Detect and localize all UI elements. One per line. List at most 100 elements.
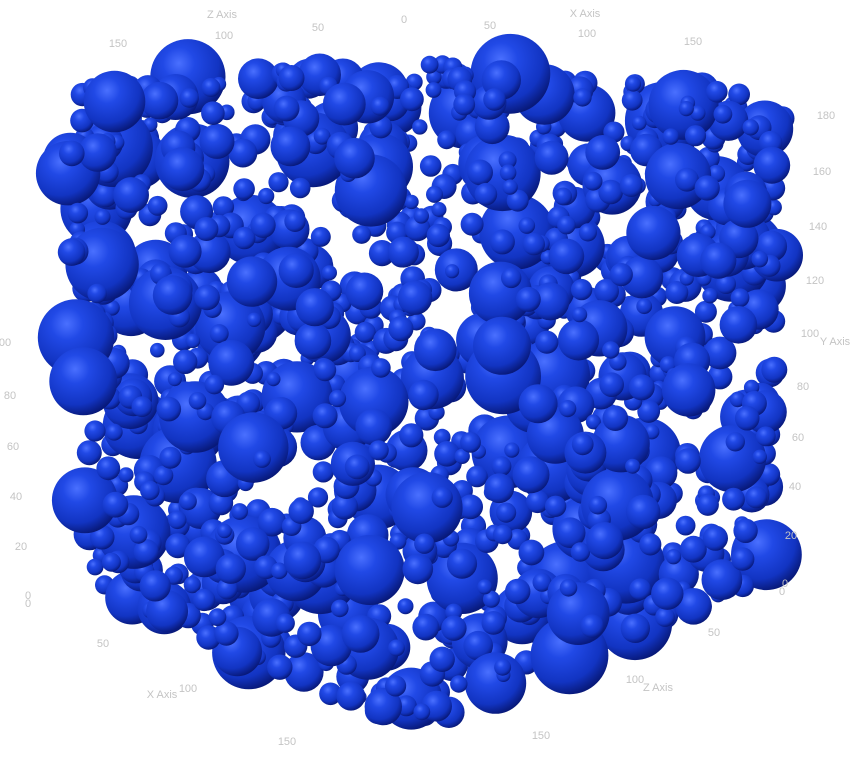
sphere	[463, 630, 494, 661]
sphere	[371, 358, 391, 378]
sphere	[678, 101, 694, 117]
tick-label: 150	[684, 36, 702, 48]
sphere	[731, 547, 755, 571]
axis-title: X Axis	[147, 689, 178, 701]
sphere	[491, 456, 512, 477]
sphere	[165, 533, 191, 559]
tick-label: 100	[179, 683, 197, 695]
sphere	[131, 396, 153, 418]
sphere	[700, 242, 737, 279]
sphere	[723, 179, 772, 228]
sphere	[474, 182, 498, 206]
sphere	[620, 255, 664, 299]
sphere	[602, 405, 629, 432]
sphere	[233, 226, 256, 250]
sphere	[275, 613, 295, 633]
sphere	[631, 115, 647, 131]
sphere	[501, 267, 522, 289]
sphere	[752, 449, 767, 464]
sphere	[368, 440, 389, 461]
sphere	[680, 535, 707, 563]
sphere	[694, 175, 720, 201]
sphere	[408, 379, 439, 411]
sphere	[483, 88, 506, 111]
sphere	[86, 558, 104, 576]
sphere	[288, 498, 314, 524]
sphere	[585, 414, 601, 430]
sphere	[494, 658, 512, 676]
tick-label: 20	[785, 530, 797, 542]
sphere	[348, 345, 366, 362]
sphere	[557, 319, 600, 361]
sphere	[446, 548, 478, 579]
sphere	[168, 510, 187, 530]
sphere	[526, 490, 549, 514]
sphere	[625, 494, 661, 530]
axis-labels: Z Axis X Axis 150 100 50 0 50 100 150 Y …	[0, 8, 851, 748]
sphere	[429, 646, 455, 672]
sphere	[734, 405, 760, 431]
sphere	[578, 223, 598, 242]
sphere	[152, 275, 193, 315]
sphere	[722, 487, 745, 511]
sphere	[450, 675, 468, 693]
sphere	[94, 208, 111, 225]
sphere	[628, 374, 655, 401]
sphere	[585, 135, 621, 170]
sphere	[278, 252, 314, 288]
sphere	[598, 179, 623, 205]
sphere	[713, 104, 733, 124]
sphere	[742, 119, 759, 136]
sphere	[226, 256, 278, 307]
sphere	[412, 119, 428, 135]
sphere	[701, 559, 743, 601]
sphere	[140, 480, 160, 501]
sphere	[156, 396, 182, 422]
sphere	[283, 541, 322, 580]
sphere	[725, 432, 745, 452]
sphere	[352, 225, 371, 244]
sphere	[204, 374, 225, 395]
sphere	[413, 208, 429, 224]
sphere	[548, 238, 585, 275]
sphere	[84, 420, 106, 442]
sphere	[702, 288, 718, 304]
sphere	[751, 250, 769, 268]
sphere	[208, 608, 227, 627]
sphere	[399, 423, 424, 448]
sphere	[159, 446, 182, 469]
sphere	[319, 682, 342, 706]
sphere	[655, 607, 675, 627]
sphere	[266, 372, 281, 387]
sphere	[321, 265, 337, 281]
tick-label: 150	[109, 38, 127, 50]
tick-label: 150	[532, 730, 550, 742]
sphere	[237, 58, 279, 99]
sphere	[49, 347, 118, 416]
sphere	[651, 577, 684, 610]
sphere	[437, 130, 456, 150]
sphere	[118, 467, 134, 483]
sphere	[388, 316, 414, 342]
sphere	[467, 159, 493, 186]
sphere	[188, 392, 207, 410]
sphere	[431, 486, 453, 508]
tick-label: 0	[25, 598, 31, 610]
sphere	[473, 316, 531, 375]
axis-title: X Axis	[570, 8, 601, 20]
sphere	[284, 210, 306, 232]
sphere	[629, 578, 651, 600]
sphere	[484, 473, 515, 504]
sphere	[385, 675, 407, 697]
sphere	[188, 230, 231, 274]
sphere	[413, 703, 431, 721]
sphere	[518, 539, 545, 566]
sphere	[434, 441, 460, 467]
tick-label: 50	[312, 22, 324, 34]
sphere	[544, 495, 567, 517]
sphere	[235, 527, 270, 561]
sphere	[420, 55, 439, 74]
sphere	[278, 65, 305, 91]
sphere	[102, 491, 129, 518]
sphere	[512, 456, 550, 494]
